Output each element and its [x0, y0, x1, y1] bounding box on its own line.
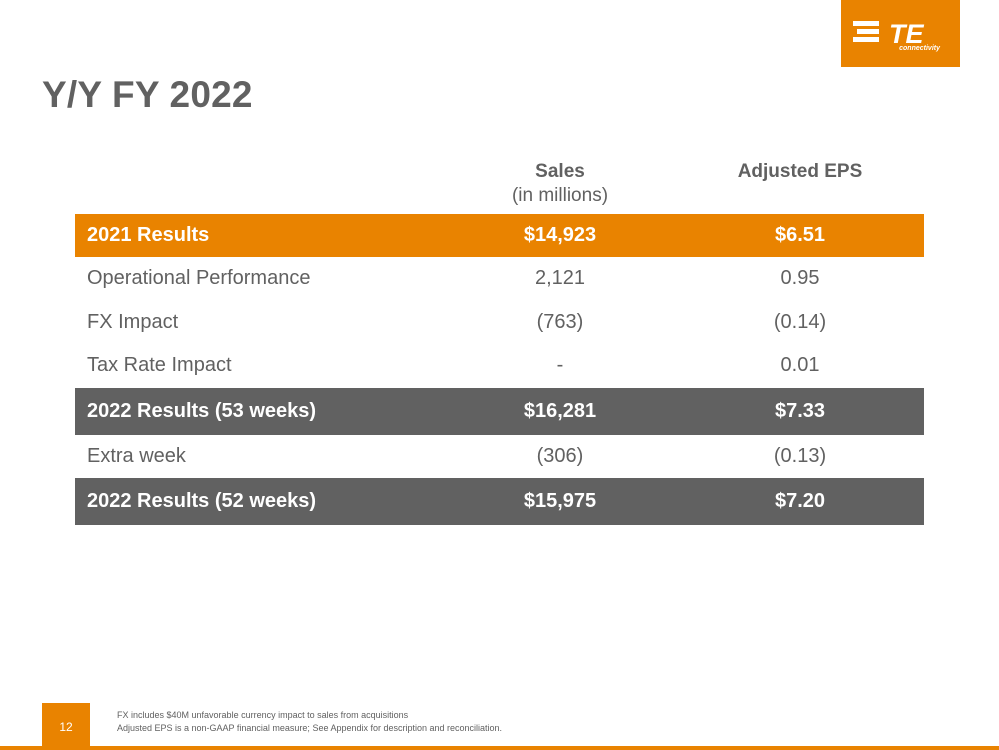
row-eps: (0.13) [773, 444, 827, 467]
table-row: Operational Performance 2,121 0.95 [75, 257, 924, 301]
row-sales: $15,975 [523, 490, 597, 512]
table-row: 2021 Results $14,923 $6.51 [75, 214, 924, 257]
row-sales: $16,281 [523, 399, 597, 422]
row-eps: $7.33 [774, 399, 826, 422]
page-title: Y/Y FY 2022 [42, 74, 253, 115]
row-eps: (0.14) [773, 310, 827, 333]
table-row: Extra week (306) (0.13) [75, 435, 924, 479]
eps-header-label: Adjusted EPS [737, 161, 863, 182]
table-row: FX Impact (763) (0.14) [75, 301, 924, 345]
row-label: 2021 Results [87, 224, 210, 246]
table-row: 2022 Results (53 weeks) $16,281 $7.33 [75, 387, 924, 435]
page-number: 12 [42, 703, 90, 750]
row-label: Extra week [87, 444, 186, 467]
column-header-eps: Adjusted EPS [710, 160, 890, 184]
row-label: FX Impact [87, 310, 179, 333]
row-eps: 0.01 [780, 354, 820, 377]
table-row: 2022 Results (52 weeks) $15,975 $7.20 [75, 478, 924, 525]
bottom-accent-bar [0, 746, 999, 750]
row-sales: - [556, 354, 564, 377]
row-label: Tax Rate Impact [87, 354, 232, 377]
row-eps: $7.20 [774, 490, 826, 512]
table-row: Tax Rate Impact - 0.01 [75, 344, 924, 388]
footnote: FX includes $40M unfavorable currency im… [117, 710, 409, 720]
row-sales: $14,923 [523, 224, 597, 246]
sales-header-unit: (in millions) [511, 185, 609, 206]
logo-subtitle: connectivity [899, 45, 940, 52]
row-sales: 2,121 [534, 267, 586, 290]
footnote: Adjusted EPS is a non-GAAP financial mea… [117, 723, 503, 733]
row-label: Operational Performance [87, 267, 311, 290]
row-eps: 0.95 [780, 267, 820, 290]
logo-mark: TE [889, 19, 924, 49]
te-connectivity-logo: TE connectivity [841, 0, 960, 67]
te-logo-icon: TE [853, 19, 924, 49]
row-sales: (306) [536, 444, 584, 467]
row-eps: $6.51 [774, 224, 826, 246]
row-label: 2022 Results (53 weeks) [87, 399, 317, 422]
row-label: 2022 Results (52 weeks) [87, 490, 317, 512]
results-table: 2021 Results $14,923 $6.51 Operational P… [75, 214, 924, 525]
column-header-sales: Sales (in millions) [470, 160, 650, 208]
sales-header-label: Sales [535, 161, 585, 182]
footnotes: FX includes $40M unfavorable currency im… [117, 709, 502, 735]
row-sales: (763) [536, 310, 584, 333]
